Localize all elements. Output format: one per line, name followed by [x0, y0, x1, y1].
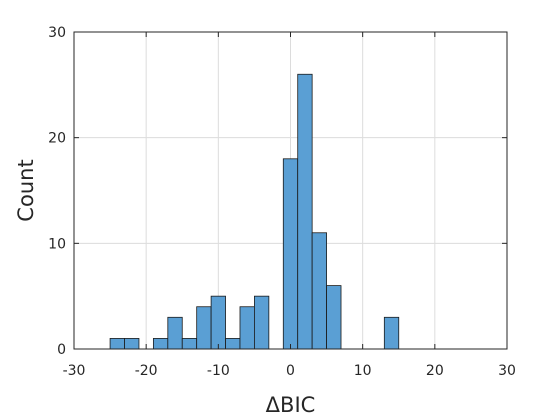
x-tick-label: -30	[63, 363, 86, 379]
ticks-layer	[73, 31, 508, 350]
histogram-bar	[225, 338, 241, 350]
bars-layer	[109, 73, 400, 350]
histogram-bar	[181, 338, 198, 350]
y-tick-label: 0	[57, 342, 66, 358]
histogram-bar	[152, 338, 169, 350]
histogram-bar	[109, 338, 125, 350]
histogram-bar	[326, 285, 342, 350]
histogram-bar	[124, 338, 140, 350]
y-tick-label: 10	[48, 236, 66, 252]
y-tick-label: 30	[48, 25, 66, 41]
y-axis-label: Count	[14, 159, 38, 221]
histogram-bar	[311, 232, 327, 350]
x-tick-label: 0	[286, 363, 295, 379]
histogram-bar	[239, 306, 255, 350]
histogram-bar	[383, 316, 400, 350]
histogram-bar	[210, 295, 226, 350]
x-tick-label: 10	[354, 363, 372, 379]
x-tick-label: 30	[498, 363, 516, 379]
tick-labels-layer: -30 -20 -10 0 10 20 30 0 10 20 30	[48, 25, 516, 379]
x-tick-label: 20	[426, 363, 444, 379]
x-axis-label: ΔBIC	[266, 393, 316, 417]
x-tick-label: -20	[135, 363, 158, 379]
histogram-bar	[254, 295, 270, 350]
histogram-bar	[297, 73, 313, 350]
histogram-bar	[196, 306, 212, 350]
y-tick-label: 20	[48, 131, 66, 147]
histogram-bar	[282, 158, 299, 350]
x-tick-label: -10	[207, 363, 230, 379]
histogram-bar	[167, 316, 183, 350]
